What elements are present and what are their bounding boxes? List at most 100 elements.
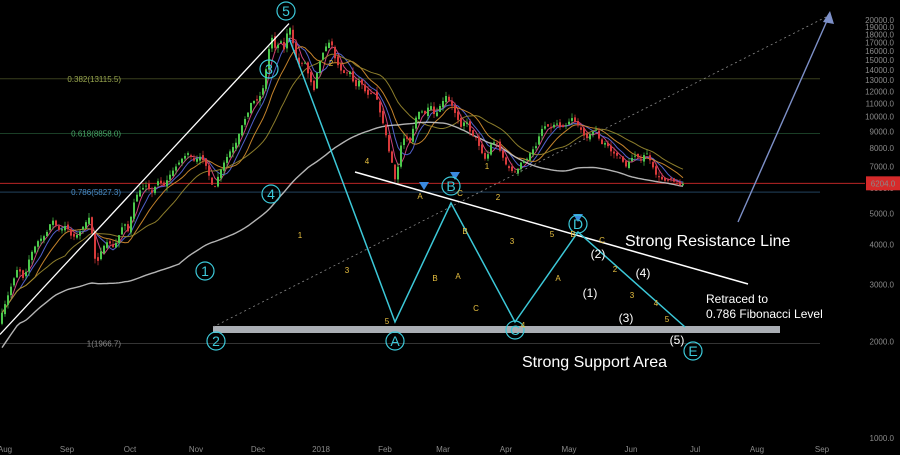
minor-wave-label: B [432, 274, 437, 283]
current-price-label: 6204.0 [871, 179, 896, 188]
y-tick-label: 4000.0 [870, 241, 895, 250]
candle-body [64, 226, 66, 231]
x-tick-label: Feb [378, 445, 392, 454]
candle-body [271, 37, 273, 49]
candle-body [214, 186, 216, 188]
wave-label-ring [683, 341, 703, 361]
candle-body [565, 125, 567, 127]
candle-body [454, 105, 456, 113]
candle-body [163, 182, 165, 186]
minor-wave-label: C [599, 236, 605, 245]
candle-body [535, 146, 537, 149]
minor-wave-label: 5 [385, 317, 390, 326]
candle-body [157, 181, 159, 186]
candle-body [583, 127, 585, 136]
candle-body [313, 80, 315, 91]
candle-body [481, 144, 483, 154]
current-price-tag [866, 176, 900, 191]
y-tick-label: 11000.0 [866, 99, 895, 108]
candle-body [364, 84, 366, 92]
x-tick-label: May [561, 445, 576, 454]
candle-body [424, 110, 426, 114]
candle-body [391, 151, 393, 163]
candle-body [442, 100, 444, 108]
candle-body [436, 112, 438, 117]
wave-label: E [688, 343, 697, 359]
candle-body [547, 124, 549, 127]
candle-body [178, 162, 180, 165]
y-tick-label: 13000.0 [865, 76, 894, 85]
candle-body [223, 162, 225, 171]
fib-level-label: 1(1966.7) [87, 340, 122, 349]
candle-body [298, 57, 300, 65]
candle-body [610, 145, 612, 152]
candle-body [283, 41, 285, 50]
candle-body [277, 44, 279, 49]
candle-body [28, 259, 30, 272]
candle-body [10, 286, 12, 296]
candle-body [469, 121, 471, 132]
candle-body [370, 93, 372, 94]
candle-body [523, 161, 525, 163]
wave-label: C [510, 322, 520, 338]
candle-body [187, 153, 189, 155]
candle-body [574, 117, 576, 122]
wave-line [288, 37, 686, 328]
candle-body [502, 150, 504, 158]
candle-body [217, 176, 219, 187]
minor-wave-label: 4 [654, 299, 659, 308]
candle-body [529, 153, 531, 161]
candle-body [208, 165, 210, 176]
wave-label: D [573, 216, 583, 232]
candle-body [292, 29, 294, 44]
minor-wave-label: 2 [496, 193, 501, 202]
candle-body [466, 122, 468, 124]
candle-body [664, 177, 666, 181]
wave-label: 5 [282, 3, 290, 19]
candle-body [49, 224, 51, 231]
candle-body [268, 49, 270, 70]
projection-arrow-head [823, 11, 834, 24]
candle-body [70, 229, 72, 236]
candle-body [421, 111, 423, 113]
wave-label: 3 [265, 61, 273, 77]
candle-body [661, 176, 663, 180]
candle-body [349, 71, 351, 75]
candle-body [259, 96, 261, 101]
candle-body [154, 186, 156, 194]
candle-body [562, 125, 564, 128]
candle-body [487, 154, 489, 159]
candle-body [316, 72, 318, 89]
minor-wave-label: 4 [521, 321, 526, 330]
candle-body [346, 72, 348, 74]
candle-body [226, 156, 228, 163]
candle-body [382, 110, 384, 124]
candle-body [493, 142, 495, 144]
candle-body [496, 143, 498, 145]
candle-body [232, 147, 234, 153]
candle-body [73, 233, 75, 237]
resistance-line [354, 171, 749, 285]
candle-body [301, 62, 303, 64]
candle-body [463, 122, 465, 126]
candle-body [19, 269, 21, 272]
projection-arrow-line [737, 13, 831, 223]
candle-body [262, 88, 264, 95]
candle-body [280, 41, 282, 43]
y-tick-label: 7000.0 [870, 162, 895, 171]
candle-body [628, 161, 630, 168]
candle-body [577, 121, 579, 126]
candle-body [631, 157, 633, 162]
y-tick-label: 8000.0 [870, 144, 895, 153]
candle-body [286, 33, 288, 49]
candle-body [340, 64, 342, 71]
wave-label-ring [505, 320, 525, 340]
candle-body [622, 156, 624, 162]
candle-body [145, 185, 147, 187]
minor-wave-label: 2 [329, 59, 334, 68]
y-tick-label: 17000.0 [865, 39, 894, 48]
wave-label: (3) [619, 311, 634, 325]
candle-body [274, 36, 276, 48]
candle-body [331, 41, 333, 46]
